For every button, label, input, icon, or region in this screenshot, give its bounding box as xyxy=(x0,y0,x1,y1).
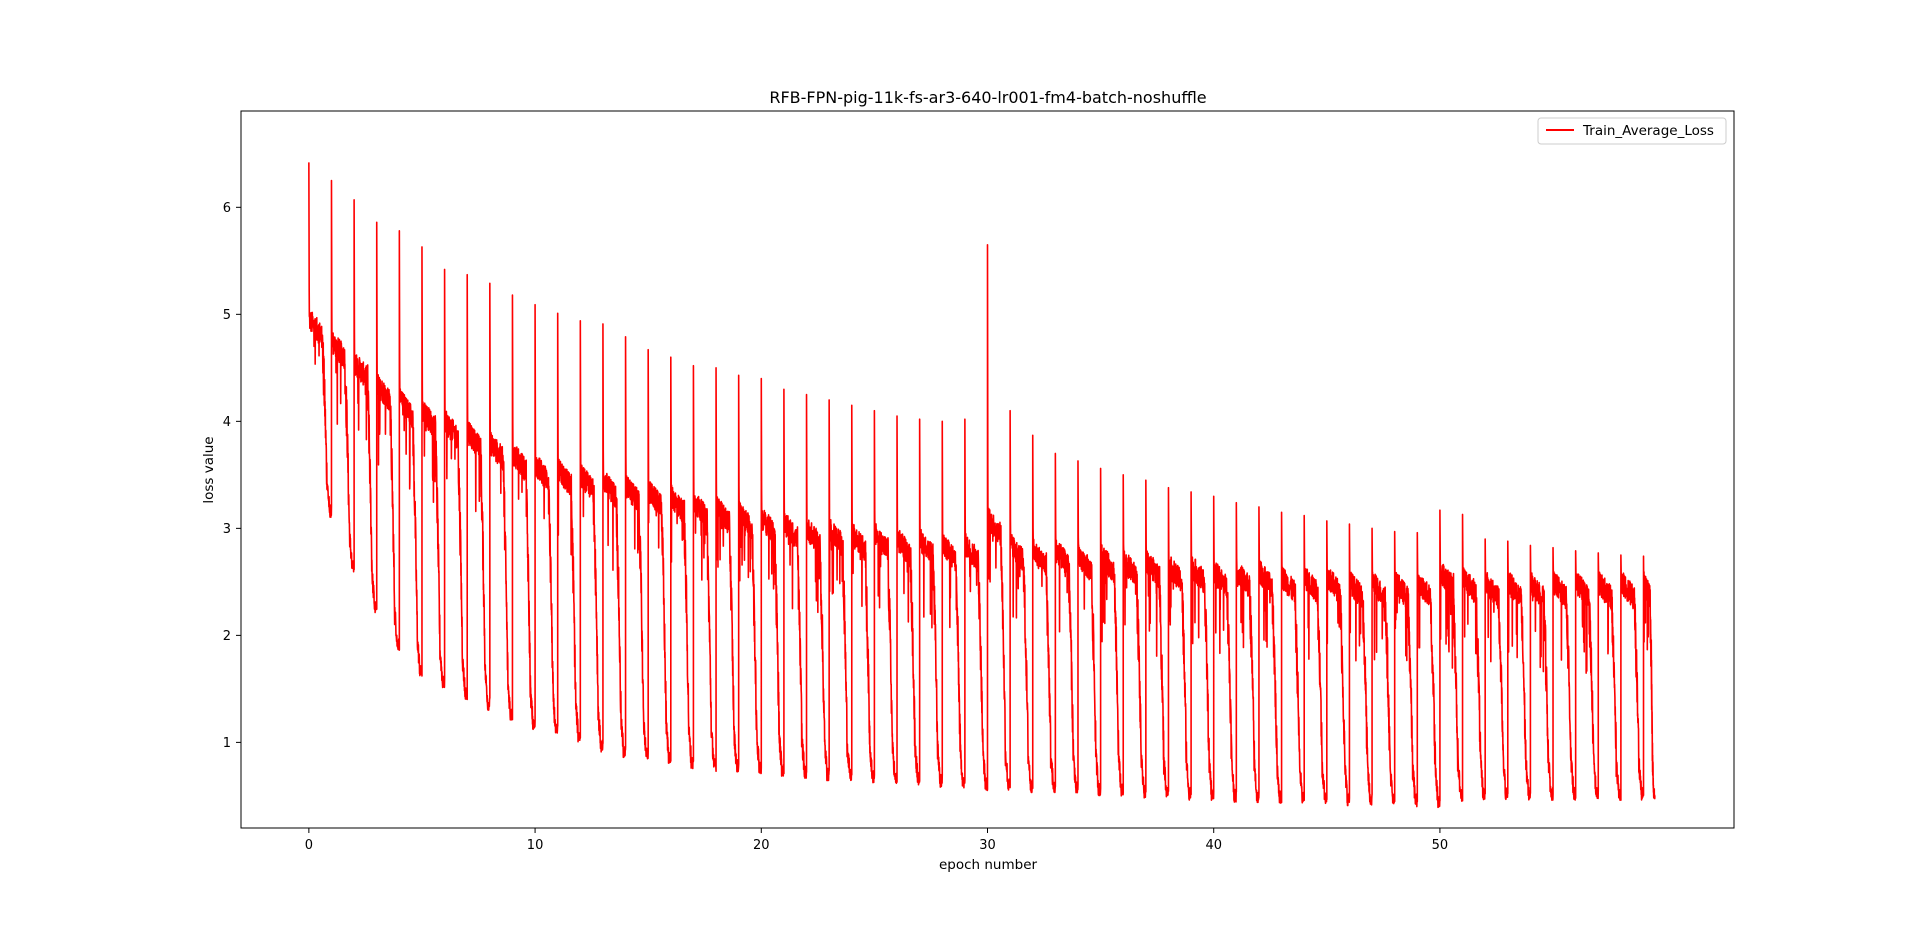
legend-label-train-average-loss: Train_Average_Loss xyxy=(1582,123,1714,139)
x-axis-label: epoch number xyxy=(939,857,1038,873)
x-tick-label: 40 xyxy=(1205,838,1222,853)
y-tick-label: 2 xyxy=(223,629,231,644)
y-tick-label: 3 xyxy=(223,522,231,537)
y-tick-label: 5 xyxy=(223,308,231,323)
legend: Train_Average_Loss xyxy=(1537,117,1727,145)
chart-title: RFB-FPN-pig-11k-fs-ar3-640-lr001-fm4-bat… xyxy=(769,88,1206,107)
x-tick-label: 0 xyxy=(305,838,313,853)
data-layer xyxy=(308,162,1656,809)
x-tick-label: 10 xyxy=(527,838,544,853)
y-tick-label: 1 xyxy=(223,736,231,751)
x-axis: 0 10 20 30 40 50 xyxy=(305,828,1448,853)
series-line-train-average-loss xyxy=(308,162,1656,809)
x-tick-label: 50 xyxy=(1432,838,1449,853)
x-tick-label: 20 xyxy=(753,838,770,853)
y-axis: 1 2 3 4 5 6 xyxy=(223,201,241,751)
y-axis-label: loss value xyxy=(201,436,217,503)
y-tick-label: 6 xyxy=(223,201,231,216)
legend-box xyxy=(1537,117,1727,145)
y-tick-label: 4 xyxy=(223,415,231,430)
x-tick-label: 30 xyxy=(979,838,996,853)
